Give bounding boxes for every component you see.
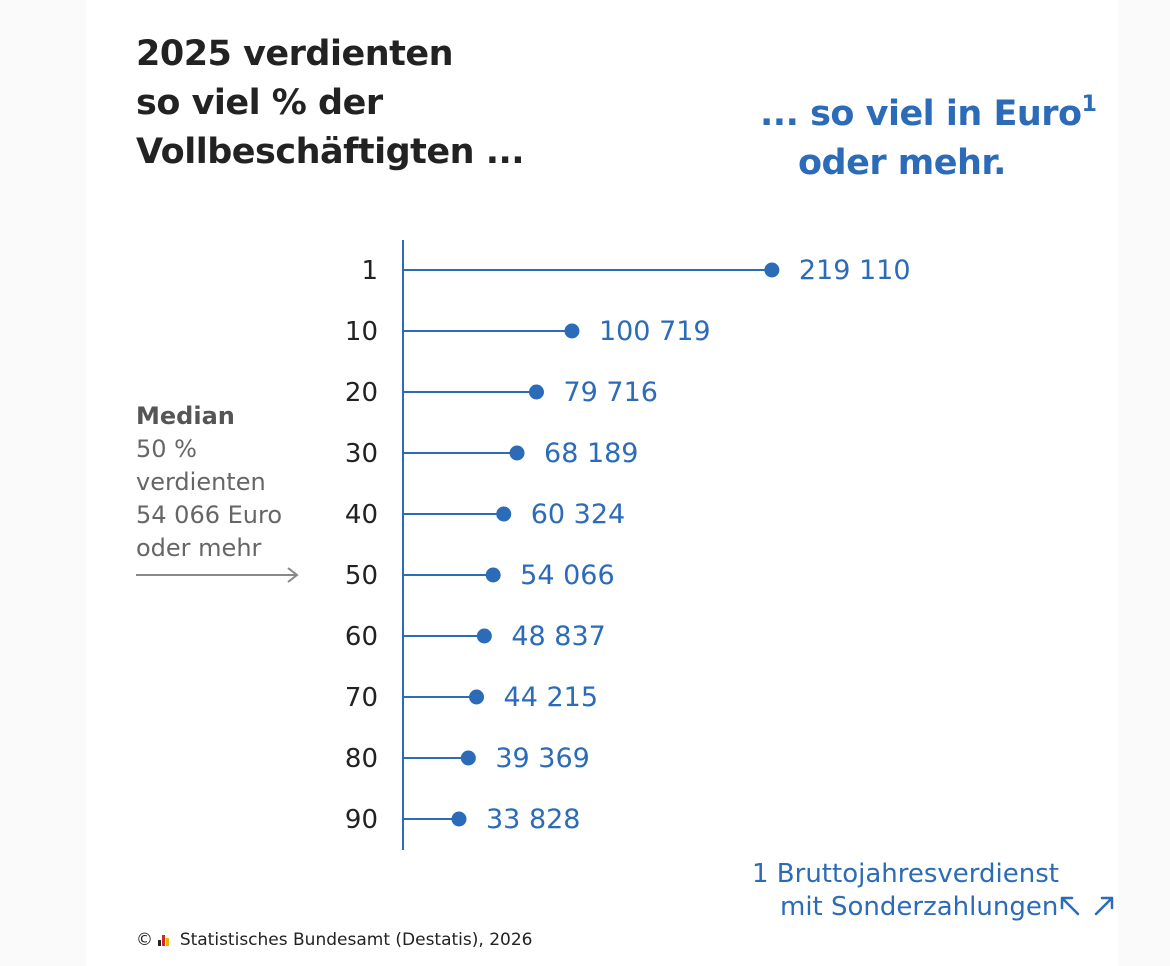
median-line-4: oder mehr: [136, 534, 262, 562]
category-label-60: 60: [345, 622, 378, 652]
lollipop-dot-1: [764, 262, 780, 278]
category-label-1: 1: [361, 256, 378, 286]
value-label-80: 39 369: [495, 743, 589, 774]
value-label-50: 54 066: [520, 560, 614, 591]
category-label-50: 50: [345, 561, 378, 591]
value-label-40: 60 324: [531, 499, 625, 530]
value-label-70: 44 215: [504, 682, 598, 713]
source-text: Statistisches Bundesamt (Destatis), 2026: [179, 930, 533, 950]
category-label-20: 20: [345, 378, 378, 408]
value-label-10: 100 719: [599, 316, 711, 347]
lollipop-dot-90: [451, 811, 467, 827]
lollipop-dot-10: [564, 323, 580, 339]
lollipop-dot-30: [509, 445, 525, 461]
subtitle-line-1: ... so viel in Euro: [760, 94, 1082, 134]
value-label-60: 48 837: [511, 621, 605, 652]
lollipop-dot-40: [496, 506, 512, 522]
page-margin-left: [0, 0, 86, 966]
value-label-90: 33 828: [486, 804, 580, 835]
lollipop-dot-60: [476, 628, 492, 644]
lollipop-dot-50: [485, 567, 501, 583]
median-line-1: 50 %: [136, 435, 197, 463]
median-heading: Median: [136, 402, 235, 430]
category-label-80: 80: [345, 744, 378, 774]
page-margin-right: [1118, 0, 1170, 966]
footnote-line-2: mit Sonderzahlungen: [780, 892, 1059, 922]
footnote-line-1: 1 Bruttojahresverdienst: [752, 859, 1059, 889]
title-line-2: so viel % der: [136, 83, 383, 123]
destatis-logo-icon: [158, 935, 172, 946]
chart-subtitle: ... so viel in Euro1 oder mehr.: [760, 80, 1097, 188]
median-annotation: Median 50 % verdienten 54 066 Euro oder …: [136, 400, 336, 565]
median-line-3: 54 066 Euro: [136, 501, 283, 529]
lollipop-dot-70: [469, 689, 485, 705]
category-label-90: 90: [345, 805, 378, 835]
category-label-30: 30: [345, 439, 378, 469]
expand-arrows-icon[interactable]: [1058, 894, 1116, 928]
subtitle-line-2: oder mehr.: [798, 143, 1006, 183]
copyright-symbol: ©: [136, 930, 153, 950]
category-label-70: 70: [345, 683, 378, 713]
value-label-1: 219 110: [799, 255, 911, 286]
chart-title: 2025 verdienten so viel % der Vollbeschä…: [136, 30, 606, 177]
lollipop-dot-20: [528, 384, 544, 400]
median-line-2: verdienten: [136, 468, 266, 496]
value-label-30: 68 189: [544, 438, 638, 469]
title-line-3: Vollbeschäftigten ...: [136, 132, 525, 172]
value-label-20: 79 716: [563, 377, 657, 408]
category-label-40: 40: [345, 500, 378, 530]
footnote-marker: 1: [1081, 92, 1097, 117]
lollipop-dot-80: [460, 750, 476, 766]
source-credit: © Statistisches Bundesamt (Destatis), 20…: [136, 930, 532, 950]
category-label-10: 10: [345, 317, 378, 347]
median-arrow-head-icon: [287, 567, 299, 583]
title-line-1: 2025 verdienten: [136, 34, 454, 74]
footnote: 1 Bruttojahresverdienst mit Sonderzahlun…: [752, 858, 1059, 924]
